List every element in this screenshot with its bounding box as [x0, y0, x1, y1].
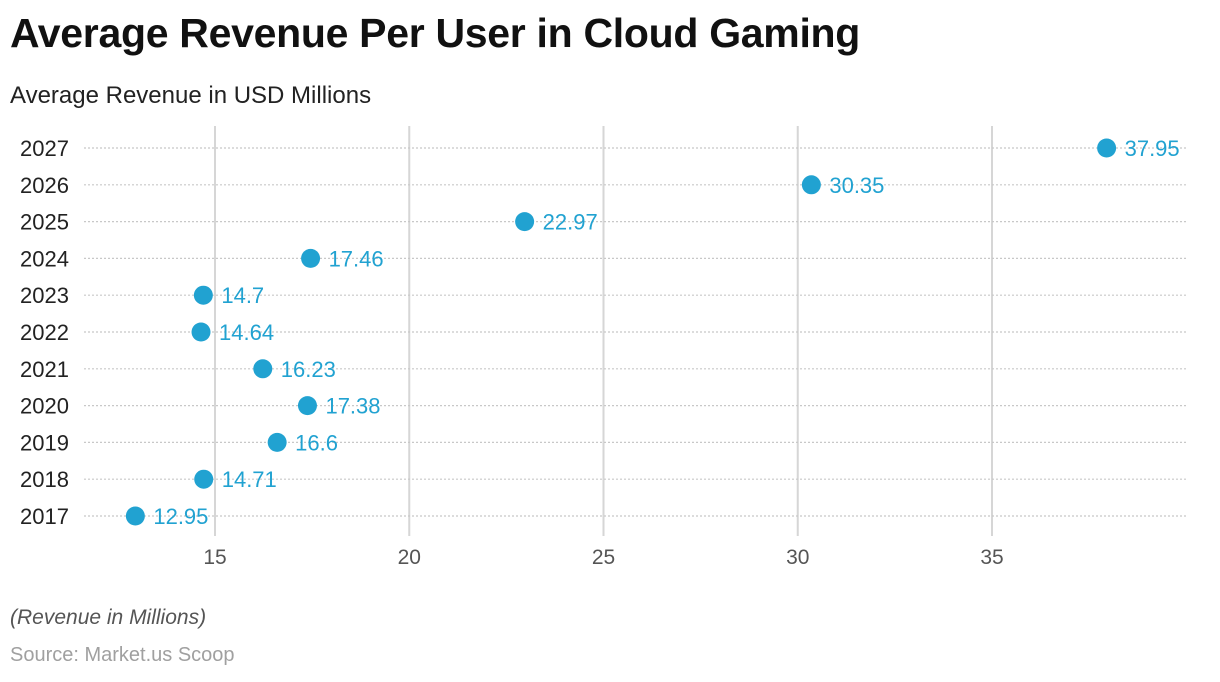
data-point-2020 [297, 396, 317, 416]
grid-layer [214, 126, 993, 536]
x-tick-label: 15 [203, 546, 226, 569]
data-label-2021: 16.23 [281, 357, 336, 382]
category-label: 2019 [20, 430, 69, 455]
x-tick-label: 25 [592, 546, 615, 569]
data-points [125, 138, 1117, 526]
chart-title: Average Revenue Per User in Cloud Gaming [10, 10, 861, 56]
category-label: 2026 [20, 173, 69, 198]
data-point-2019 [267, 432, 287, 452]
data-point-2027 [1097, 138, 1117, 158]
data-point-2018 [194, 469, 214, 489]
data-label-2019: 16.6 [295, 430, 338, 455]
data-label-2018: 14.71 [222, 467, 277, 492]
data-point-2025 [515, 212, 535, 232]
data-point-2022 [191, 322, 211, 342]
data-label-2023: 14.7 [221, 283, 264, 308]
data-point-2021 [253, 359, 273, 379]
data-point-2017 [125, 506, 145, 526]
x-tick-label: 30 [786, 546, 809, 569]
chart-note: (Revenue in Millions) [10, 606, 207, 629]
data-labels: 37.95 30.35 22.97 17.46 14.7 14.64 16.23 17.38 1… [153, 136, 1179, 529]
category-label: 2018 [20, 467, 69, 492]
chart-subtitle: Average Revenue in USD Millions [10, 82, 372, 109]
data-label-2026: 30.35 [829, 173, 884, 198]
data-label-2025: 22.97 [543, 210, 598, 235]
chart-source: Source: Market.us Scoop [10, 644, 235, 666]
category-labels: 2027 2026 2025 2024 2023 2022 2021 2020 2019 2018… [20, 136, 69, 529]
x-axis-ticks: 15 20 25 30 35 [203, 546, 1003, 569]
data-label-2017: 12.95 [153, 504, 208, 529]
category-label: 2021 [20, 357, 69, 382]
category-label: 2027 [20, 136, 69, 161]
data-point-2026 [801, 175, 821, 195]
data-label-2024: 17.46 [329, 246, 384, 271]
data-label-2027: 37.95 [1125, 136, 1180, 161]
category-label: 2023 [20, 283, 69, 308]
category-label: 2025 [20, 210, 69, 235]
category-label: 2022 [20, 320, 69, 345]
category-label: 2020 [20, 394, 69, 419]
data-point-2024 [301, 248, 321, 268]
x-tick-label: 20 [398, 546, 421, 569]
data-label-2020: 17.38 [325, 394, 380, 419]
x-tick-label: 35 [980, 546, 1003, 569]
data-label-2022: 14.64 [219, 320, 274, 345]
category-label: 2017 [20, 504, 69, 529]
category-label: 2024 [20, 246, 69, 271]
data-point-2023 [193, 285, 213, 305]
